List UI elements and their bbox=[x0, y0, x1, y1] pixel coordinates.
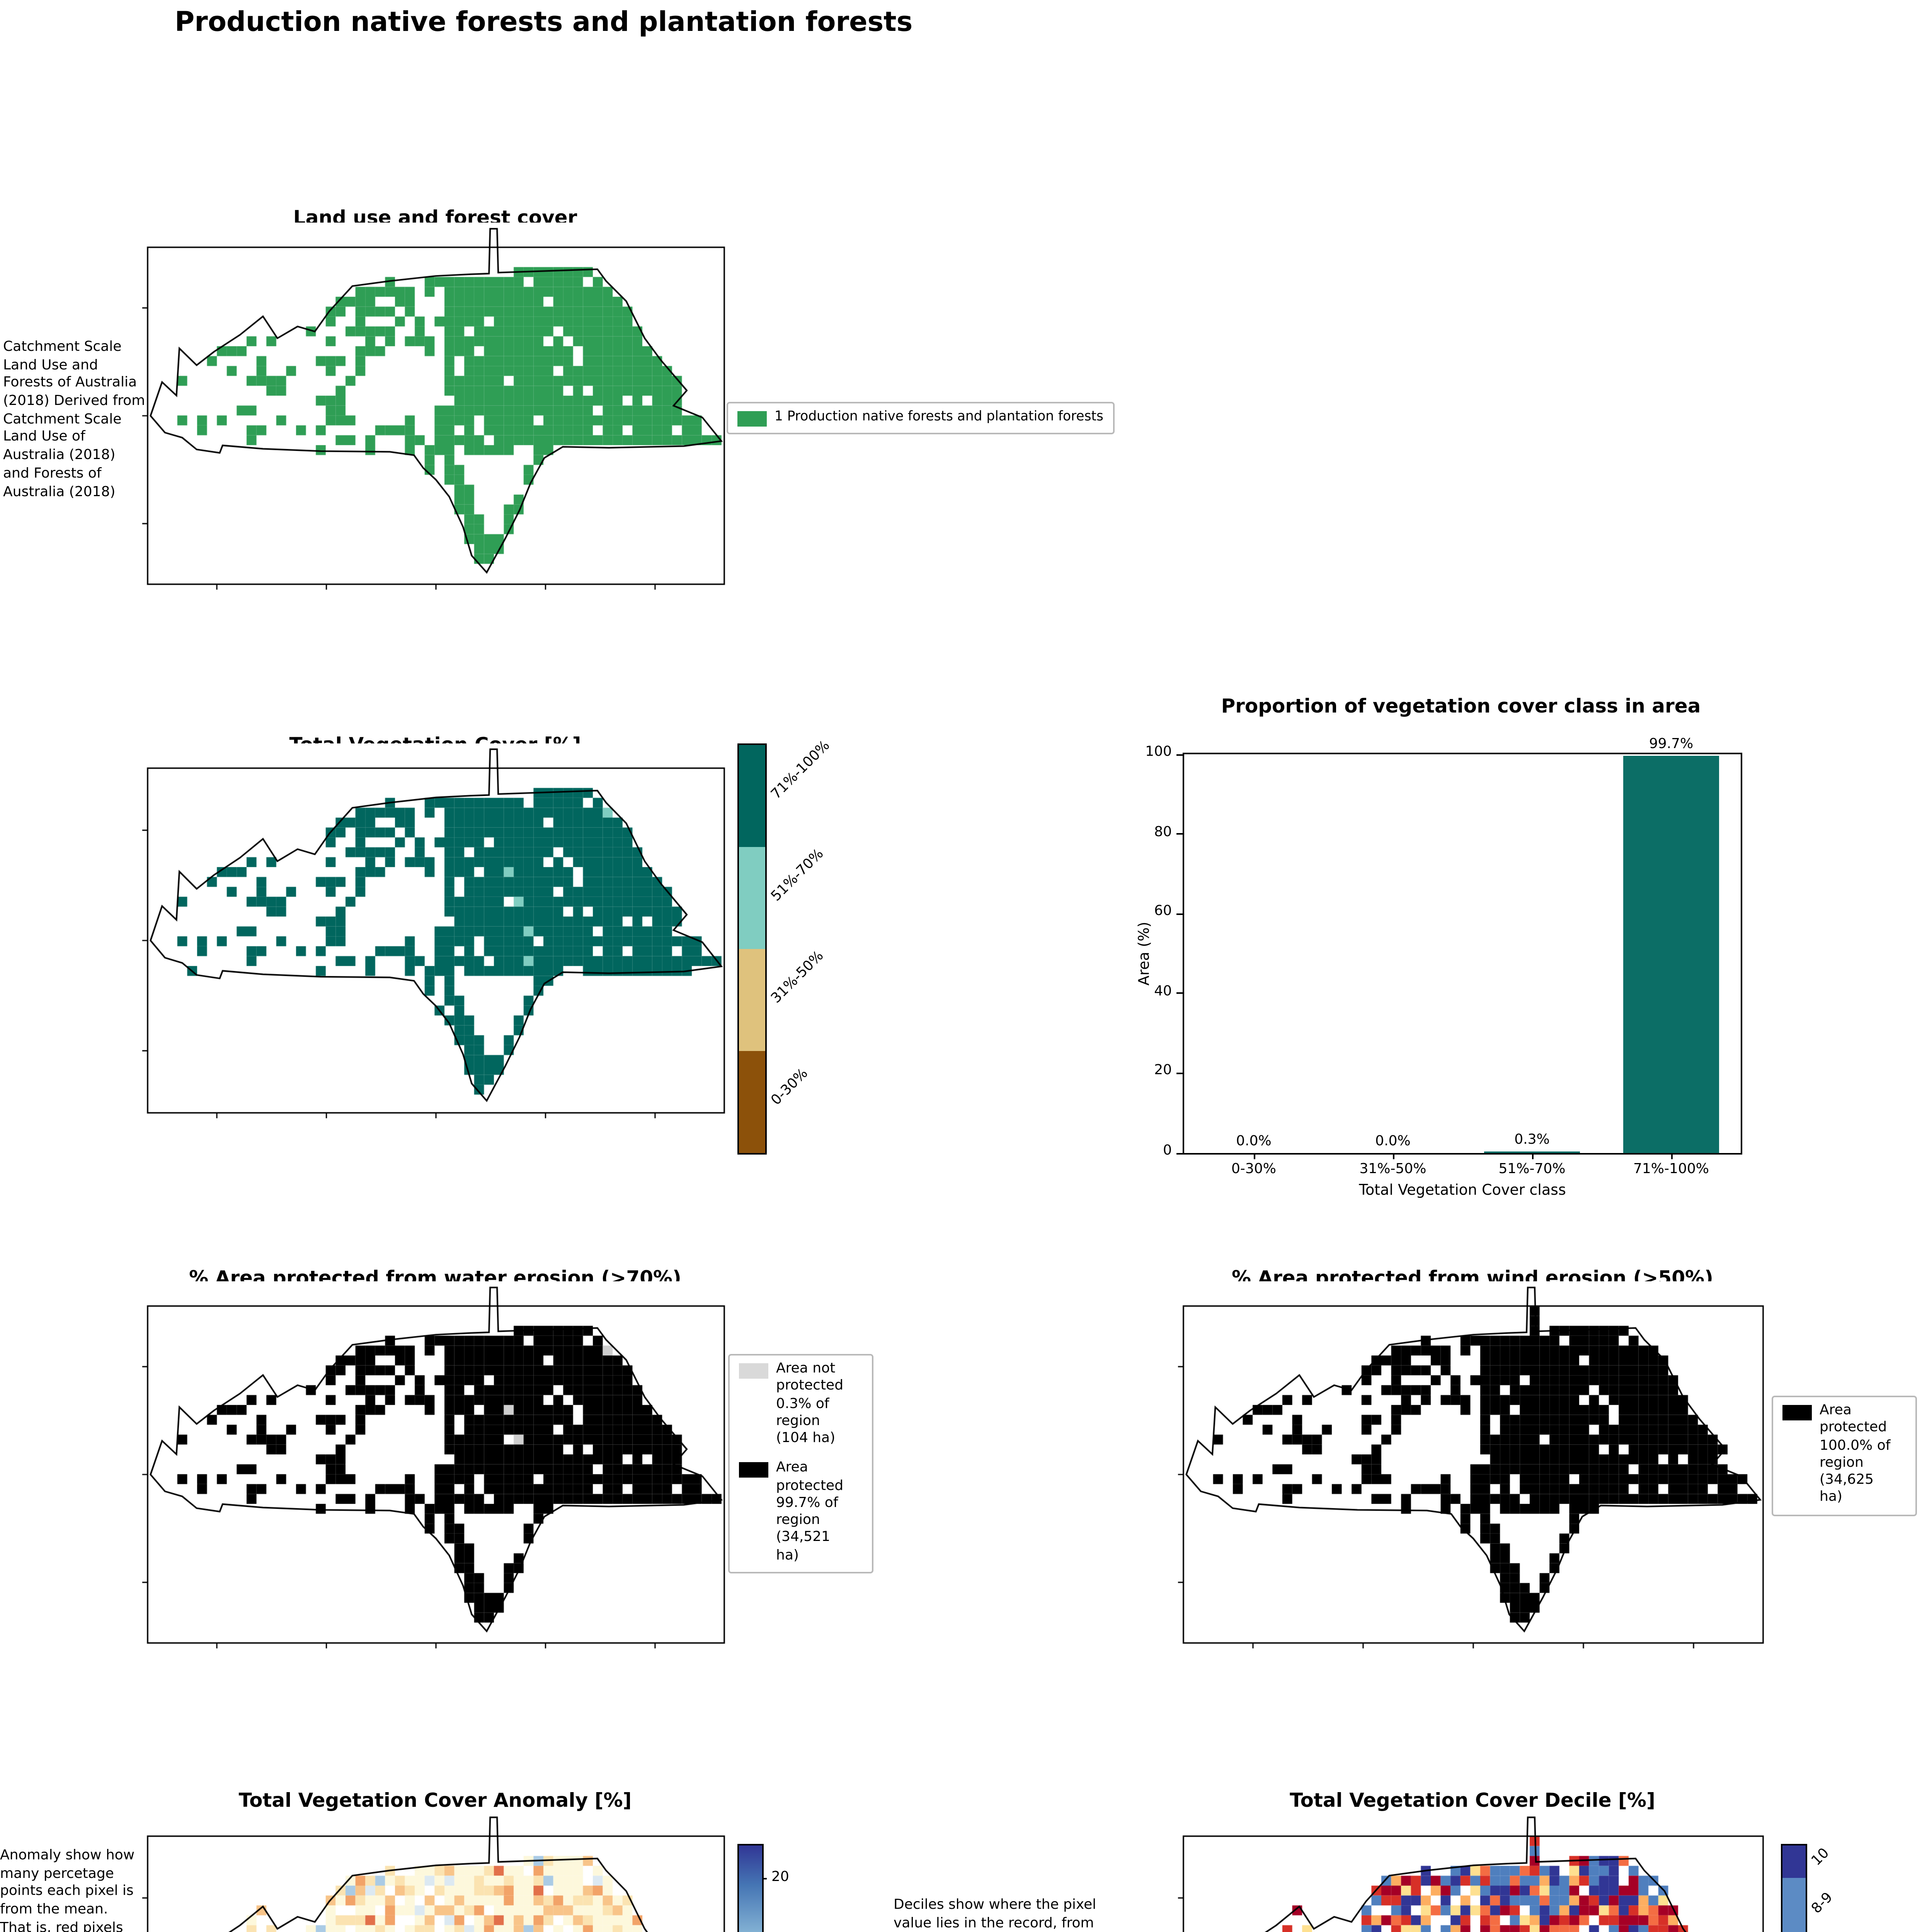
anomaly-caption: Anomaly show how many percetage points e… bbox=[0, 1849, 135, 1932]
vegcover-colorbar-segment bbox=[739, 745, 765, 847]
water-erosion-map bbox=[141, 1281, 731, 1655]
anomaly-map bbox=[141, 1811, 731, 1932]
y-tick bbox=[1176, 913, 1183, 915]
bar-value-label: 0.0% bbox=[1236, 1134, 1272, 1150]
y-tick-label: 0 bbox=[1163, 1144, 1172, 1159]
barchart-plot-area: Area (%) Total Vegetation Cover class 0 2… bbox=[1137, 737, 1742, 1199]
water-not-protected-swatch bbox=[739, 1363, 768, 1379]
x-tick bbox=[1253, 1153, 1255, 1159]
decile-colorbar-segment bbox=[1782, 1878, 1806, 1932]
vegcover-colorbar-segment bbox=[739, 847, 765, 949]
vegcover-colorbar-segment bbox=[739, 949, 765, 1051]
wind-protected-label: Area protected 100.0% of region (34,625 … bbox=[1820, 1403, 1891, 1506]
y-tick bbox=[1176, 1072, 1183, 1074]
landuse-legend: 1 Production native forests and plantati… bbox=[727, 402, 1114, 434]
y-tick bbox=[1176, 833, 1183, 835]
barchart-y-axis-title: Area (%) bbox=[1136, 922, 1154, 986]
x-tick bbox=[1392, 1153, 1394, 1159]
bar bbox=[1623, 755, 1719, 1153]
wind-erosion-map bbox=[1176, 1281, 1770, 1655]
landuse-map bbox=[141, 223, 731, 597]
bar-value-label: 0.3% bbox=[1514, 1133, 1550, 1149]
decile-caption: Deciles show where the pixel value lies … bbox=[894, 1898, 1096, 1932]
decile-colorbar-label: 10 bbox=[1809, 1845, 1833, 1869]
x-tick-label: 51%-70% bbox=[1498, 1162, 1566, 1178]
vegcover-colorbar: 71%-100% 51%-70% 31%-50% 0-30% bbox=[737, 738, 834, 1155]
water-not-protected-label: Area not protected 0.3% of region (104 h… bbox=[776, 1362, 844, 1447]
vegcover-colorbar-segment bbox=[739, 1051, 765, 1153]
wind-protected-swatch bbox=[1782, 1405, 1812, 1420]
vegcover-colorbar-label: 51%-70% bbox=[769, 847, 827, 905]
water-protected-swatch bbox=[739, 1463, 768, 1478]
landuse-caption: Catchment Scale Land Use and Forests of … bbox=[3, 340, 145, 500]
x-tick bbox=[1531, 1153, 1533, 1159]
x-tick bbox=[1670, 1153, 1672, 1159]
water-erosion-legend: Area not protected 0.3% of region (104 h… bbox=[728, 1354, 873, 1573]
y-tick-label: 40 bbox=[1154, 984, 1172, 1000]
bar-value-label: 0.0% bbox=[1375, 1134, 1411, 1150]
x-tick-label: 0-30% bbox=[1231, 1162, 1276, 1178]
vegcover-map bbox=[141, 743, 731, 1125]
vegcover-colorbar-label: 71%-100% bbox=[769, 738, 834, 803]
barchart-title: Proportion of vegetation cover class in … bbox=[1221, 694, 1701, 717]
water-protected-label: Area protected 99.7% of region (34,521 h… bbox=[776, 1461, 844, 1563]
anomaly-colorbar: 20100−10−20 bbox=[737, 1844, 789, 1932]
landuse-legend-swatch bbox=[737, 411, 767, 427]
bar bbox=[1484, 1151, 1580, 1153]
barchart-x-axis-title: Total Vegetation Cover class bbox=[1359, 1182, 1566, 1199]
y-tick bbox=[1176, 753, 1183, 755]
decile-map bbox=[1176, 1811, 1770, 1932]
y-tick bbox=[1176, 1152, 1183, 1154]
bar-value-label: 99.7% bbox=[1649, 737, 1694, 753]
decile-colorbar: 108-94-72-31 bbox=[1781, 1844, 1837, 1932]
landuse-legend-label: 1 Production native forests and plantati… bbox=[775, 410, 1103, 425]
decile-panel-title: Total Vegetation Cover Decile [%] bbox=[1290, 1788, 1655, 1811]
anomaly-panel-title: Total Vegetation Cover Anomaly [%] bbox=[238, 1788, 632, 1811]
anomaly-colorbar-tick bbox=[762, 1877, 767, 1879]
decile-colorbar-label: 8-9 bbox=[1809, 1891, 1837, 1918]
anomaly-colorbar-tick-label: 20 bbox=[771, 1869, 789, 1885]
y-tick-label: 100 bbox=[1145, 745, 1172, 760]
y-tick-label: 20 bbox=[1154, 1064, 1172, 1080]
wind-erosion-legend: Area protected 100.0% of region (34,625 … bbox=[1772, 1396, 1917, 1515]
y-tick-label: 80 bbox=[1154, 825, 1172, 840]
page-title: Production native forests and plantation… bbox=[175, 8, 913, 39]
y-tick bbox=[1176, 993, 1183, 995]
y-tick-label: 60 bbox=[1154, 904, 1172, 920]
vegcover-colorbar-label: 0-30% bbox=[769, 1066, 812, 1109]
vegcover-colorbar-label: 31%-50% bbox=[769, 949, 827, 1007]
x-tick-label: 31%-50% bbox=[1359, 1162, 1427, 1178]
decile-colorbar-segment bbox=[1782, 1845, 1806, 1878]
x-tick-label: 71%-100% bbox=[1633, 1162, 1709, 1178]
